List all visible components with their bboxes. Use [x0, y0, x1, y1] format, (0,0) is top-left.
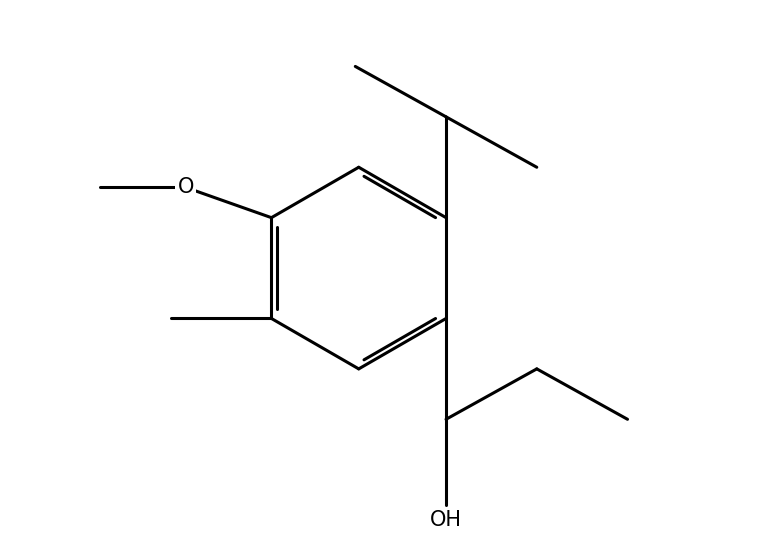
Text: O: O — [178, 177, 194, 198]
Text: OH: OH — [430, 510, 462, 530]
